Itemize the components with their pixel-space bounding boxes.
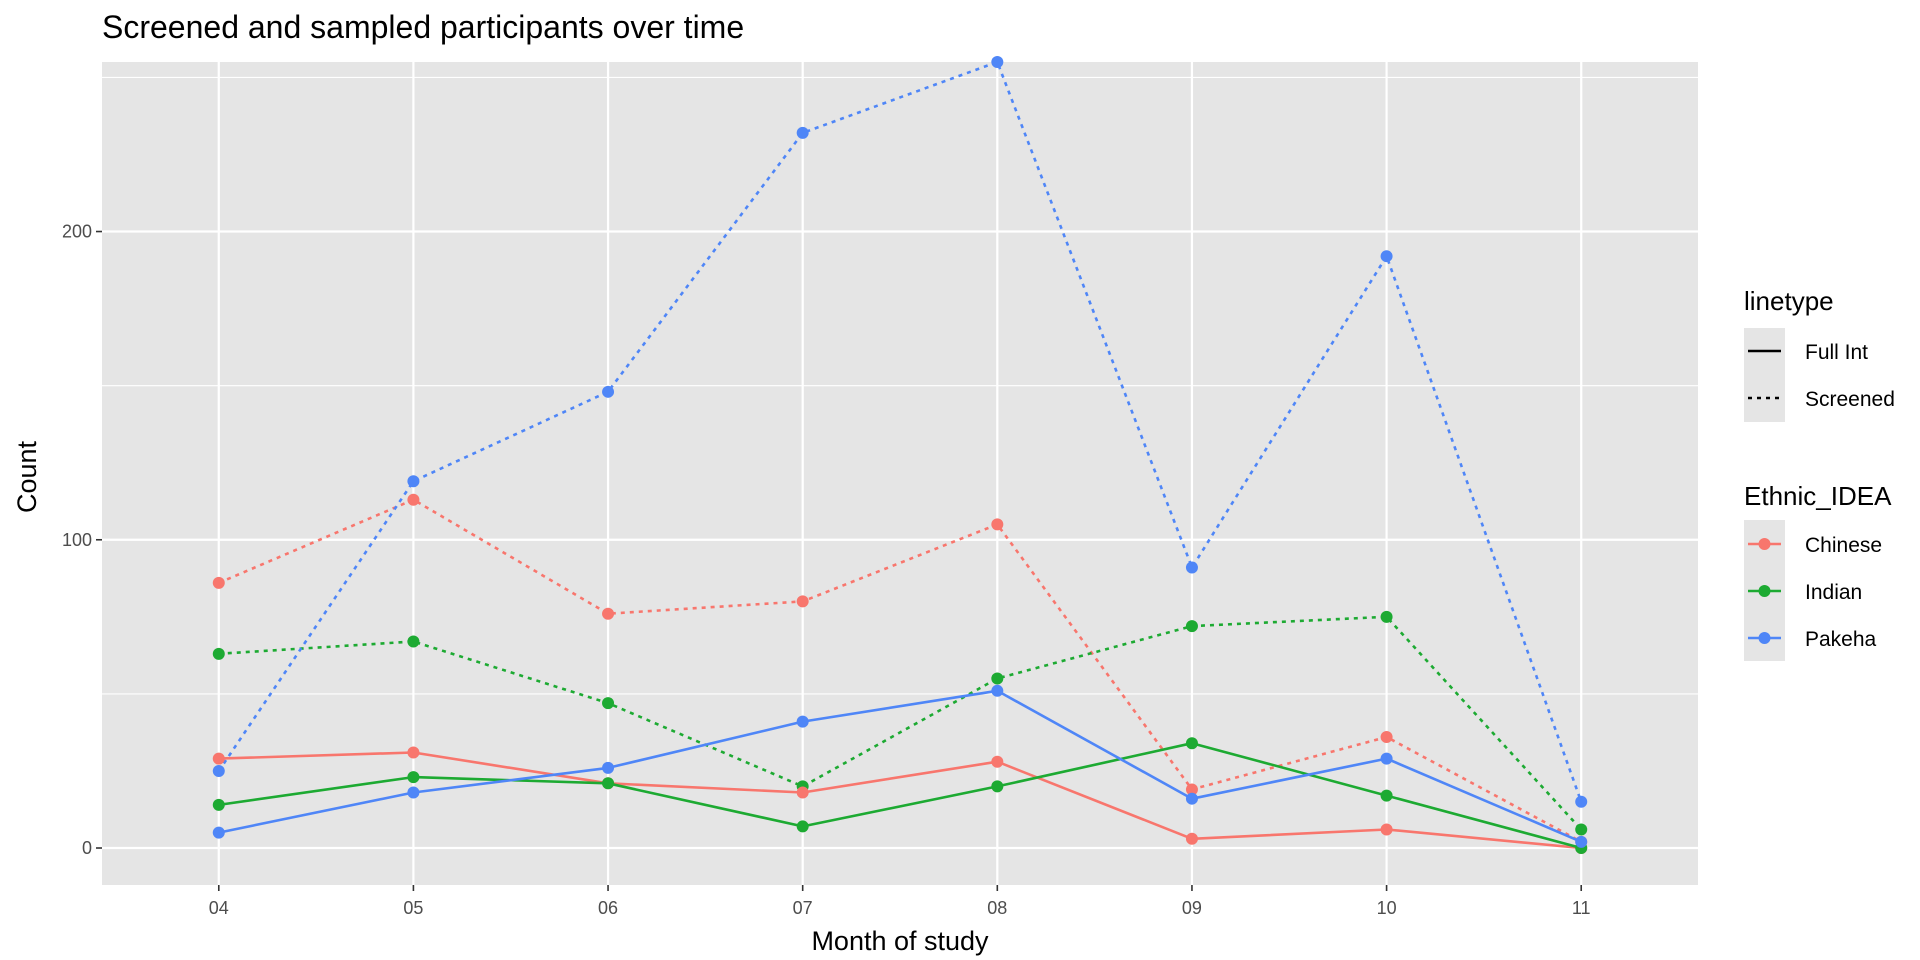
x-axis-title: Month of study (811, 926, 989, 956)
data-point-chinese-screened (602, 607, 615, 620)
data-point-indian-screened (602, 697, 615, 710)
data-point-indian-full-int (602, 777, 615, 790)
data-point-pakeha-screened (796, 126, 809, 139)
data-point-indian-screened (212, 647, 225, 660)
legend-ethnic-label: Pakeha (1805, 628, 1877, 651)
data-point-chinese-screened (1185, 783, 1198, 796)
data-point-chinese-full-int (1380, 823, 1393, 836)
x-tick-label: 07 (793, 898, 813, 918)
y-tick-label: 0 (82, 838, 92, 858)
data-point-chinese-full-int (407, 746, 420, 759)
data-point-indian-screened (407, 635, 420, 648)
data-point-pakeha-full-int (212, 826, 225, 839)
x-tick-label: 11 (1572, 898, 1591, 918)
legend-ethnic-title: Ethnic_IDEA (1744, 481, 1892, 511)
data-point-indian-screened (1575, 823, 1588, 836)
data-point-chinese-screened (1380, 731, 1393, 744)
legend-linetype-label: Full Int (1805, 341, 1868, 364)
data-point-pakeha-full-int (1575, 835, 1588, 848)
data-point-pakeha-screened (1185, 561, 1198, 574)
data-point-chinese-screened (991, 518, 1004, 531)
data-point-pakeha-full-int (796, 715, 809, 728)
data-point-pakeha-screened (602, 385, 615, 398)
data-point-pakeha-screened (407, 475, 420, 488)
series-line-chinese-full-int (218, 751, 1582, 850)
data-point-chinese-full-int (212, 752, 225, 765)
data-point-indian-full-int (1380, 789, 1393, 802)
data-point-chinese-screened (796, 595, 809, 608)
legend-linetype-label: Screened (1805, 388, 1895, 411)
series-layer (212, 56, 1588, 855)
data-point-indian-full-int (212, 798, 225, 811)
data-point-pakeha-full-int (407, 786, 420, 799)
data-point-pakeha-full-int (602, 761, 615, 774)
data-point-indian-full-int (1185, 737, 1198, 750)
x-tick-label: 04 (209, 898, 229, 918)
y-tick-label: 200 (62, 222, 92, 242)
panel-background (102, 62, 1698, 885)
legend-ethnic-key-point (1758, 538, 1771, 550)
data-point-indian-screened (1185, 620, 1198, 633)
series-line-indian-screened (218, 615, 1583, 831)
data-point-pakeha-full-int (991, 684, 1004, 697)
plot-panel (102, 62, 1698, 885)
data-point-chinese-screened (407, 493, 420, 506)
data-point-pakeha-full-int (1185, 792, 1198, 805)
data-point-pakeha-screened (991, 56, 1004, 68)
x-tick-label: 06 (598, 898, 618, 918)
y-axis-title: Count (12, 440, 42, 513)
data-point-pakeha-screened (1380, 250, 1393, 263)
legend-linetype: linetype Full Int Screened (1744, 286, 1895, 422)
chart-title: Screened and sampled participants over t… (102, 9, 744, 45)
legend-ethnic: Ethnic_IDEA Chinese Indian Pakeha (1744, 481, 1892, 661)
legend-ethnic-key-point (1758, 632, 1771, 644)
axes: 0 100 200 04 05 06 07 08 09 10 11 (62, 222, 1591, 918)
data-point-indian-full-int (796, 820, 809, 833)
legend-ethnic-key-point (1758, 585, 1771, 597)
data-point-indian-screened (991, 672, 1004, 685)
data-point-indian-screened (1380, 610, 1393, 623)
data-point-chinese-screened (212, 576, 225, 589)
data-point-pakeha-screened (1575, 795, 1588, 808)
x-tick-label: 10 (1377, 898, 1397, 918)
legend-linetype-key-background (1744, 328, 1785, 422)
legend-linetype-title: linetype (1744, 286, 1834, 316)
legend-ethnic-label: Indian (1805, 581, 1862, 604)
x-tick-label: 09 (1182, 898, 1202, 918)
y-tick-label: 100 (62, 530, 92, 550)
data-point-pakeha-full-int (1380, 752, 1393, 765)
data-point-chinese-full-int (1185, 832, 1198, 845)
series-line-pakeha-screened (217, 60, 1583, 803)
series-line-indian-full-int (218, 741, 1582, 850)
data-point-indian-full-int (407, 771, 420, 784)
data-point-indian-full-int (991, 780, 1004, 793)
data-point-chinese-full-int (991, 755, 1004, 768)
x-tick-label: 05 (403, 898, 423, 918)
legend-ethnic-label: Chinese (1805, 534, 1882, 557)
series-line-pakeha-full-int (218, 689, 1582, 843)
data-point-pakeha-screened (212, 764, 225, 777)
data-point-chinese-full-int (796, 786, 809, 799)
x-tick-label: 08 (987, 898, 1007, 918)
